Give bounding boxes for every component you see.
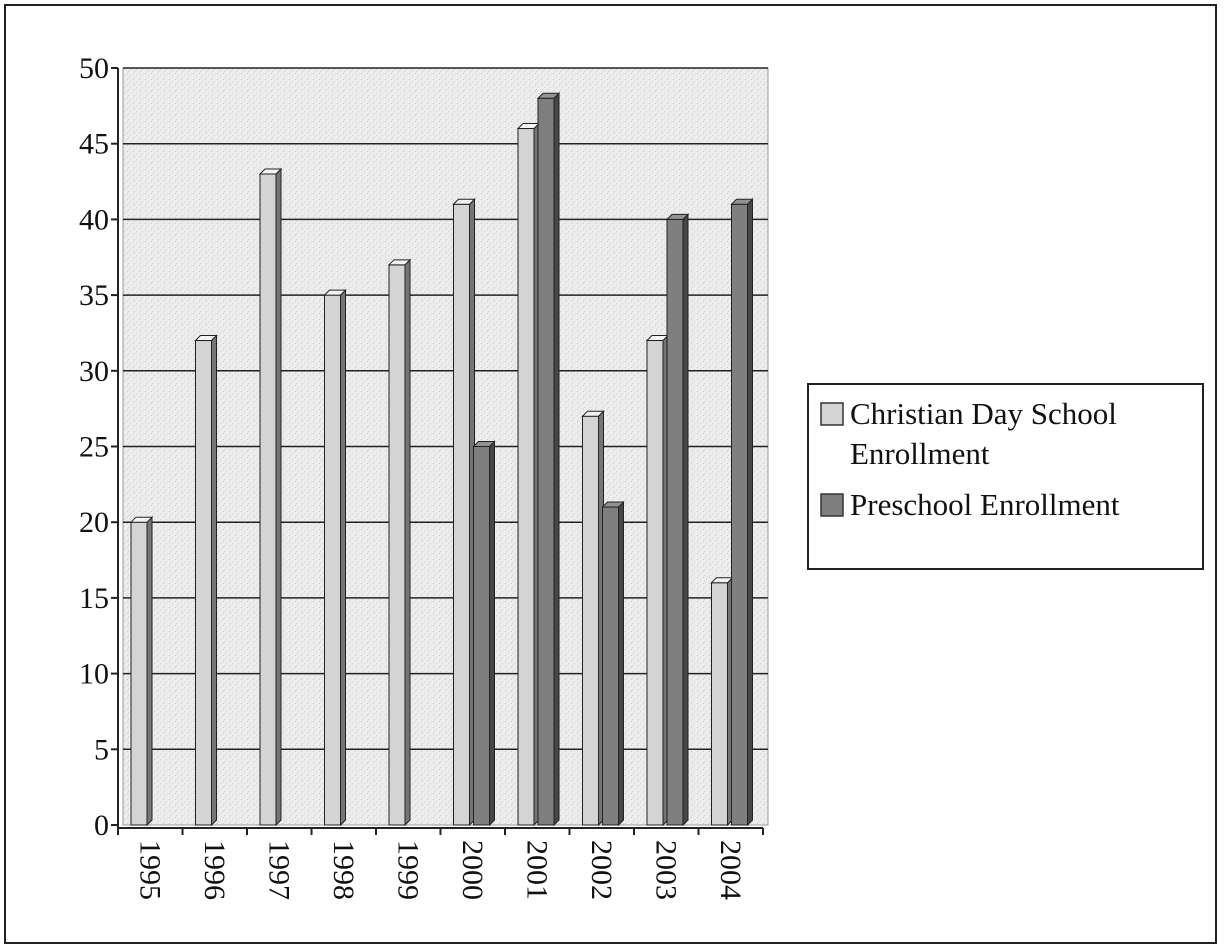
y-tick-label: 50 [79,52,109,85]
legend-swatch-preschool [820,493,844,517]
y-tick-label: 20 [79,506,109,539]
x-tick-label: 1995 [133,840,166,900]
legend-swatch-christian-day-school [820,402,844,426]
bar-christian-day-school [645,334,670,827]
bar-christian-day-school [581,410,605,827]
x-tick-label: 1996 [198,840,231,900]
bar-preschool [601,500,625,827]
bar-christian-day-school [710,576,734,827]
bar-preschool [472,440,496,827]
x-tick-label: 1998 [327,840,360,900]
legend-label-preschool: Preschool Enrollment [850,487,1120,522]
bar-christian-day-school [452,198,476,827]
y-tick-label: 10 [79,658,109,691]
bar-christian-day-school [258,167,283,827]
y-tick-label: 45 [79,128,109,161]
legend-label-christian-day-school-line-2: Enrollment [850,436,990,471]
y-tick-label: 35 [79,279,109,312]
y-axis-labels: 0 5 10 15 20 25 30 35 40 45 50 [79,52,109,842]
legend-label-christian-day-school-line-1: Christian Day School [850,396,1117,431]
y-tick-label: 25 [79,431,109,464]
x-tick-label: 2004 [714,840,747,900]
bar-preschool [665,213,690,827]
x-tick-label: 1999 [391,840,424,900]
x-tick-label: 1997 [262,840,295,900]
y-tick-label: 40 [79,203,109,236]
y-tick-label: 30 [79,355,109,388]
y-tick-label: 0 [94,809,109,842]
x-tick-label: 2000 [456,840,489,900]
x-tick-label: 2002 [585,840,618,900]
x-tick-label: 2001 [520,840,553,900]
bar-preschool [536,92,561,827]
legend: Christian Day School Enrollment Preschoo… [807,383,1204,570]
legend-box [807,383,1204,570]
bar-christian-day-school [323,288,347,827]
bar-christian-day-school [387,258,412,827]
axes [111,67,764,835]
bar-christian-day-school [194,334,218,827]
bars [129,92,754,827]
bar-christian-day-school [516,122,541,827]
x-axis-labels: 1995 1996 1997 1998 1999 2000 2001 2002 2003 2004 [133,840,747,900]
y-tick-label: 5 [94,733,109,766]
bar-christian-day-school [129,515,154,827]
x-tick-label: 2003 [649,840,682,900]
y-tick-label: 15 [79,582,109,615]
bar-preschool [730,198,754,827]
